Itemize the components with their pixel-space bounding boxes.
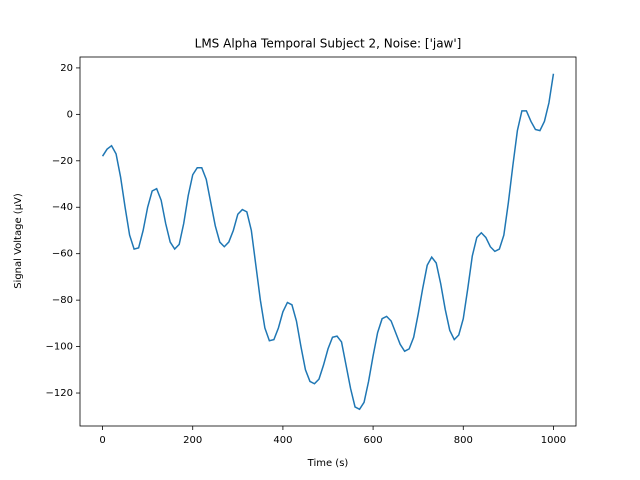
plot-frame xyxy=(79,56,577,427)
x-tick-label: 800 xyxy=(454,435,473,446)
y-tick-label: −40 xyxy=(52,202,73,213)
x-axis-label: Time (s) xyxy=(307,458,349,469)
x-tick-label: 600 xyxy=(364,435,383,446)
y-tick-label: −120 xyxy=(46,388,73,399)
y-tick-label: 0 xyxy=(67,109,73,120)
x-tick-label: 1000 xyxy=(541,435,566,446)
y-tick-label: −20 xyxy=(52,156,73,167)
data-line xyxy=(101,73,555,411)
y-tick-label: −100 xyxy=(46,342,73,353)
x-tick-label: 0 xyxy=(99,435,105,446)
x-tick-label: 200 xyxy=(183,435,202,446)
y-axis-label: Signal Voltage (μV) xyxy=(13,193,24,289)
y-tick-label: −60 xyxy=(52,249,73,260)
y-tick-label: −80 xyxy=(52,295,73,306)
chart-title: LMS Alpha Temporal Subject 2, Noise: ['j… xyxy=(195,37,462,51)
x-tick-label: 400 xyxy=(273,435,292,446)
y-tick-label: 20 xyxy=(60,63,73,74)
